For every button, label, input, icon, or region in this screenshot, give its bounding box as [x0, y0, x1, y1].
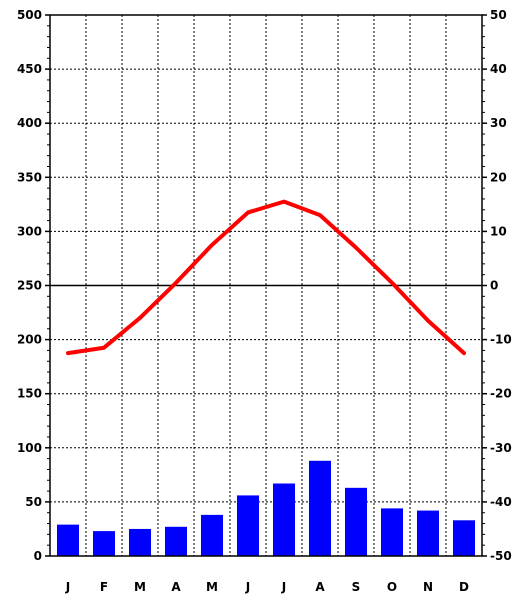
month-label: J [245, 580, 250, 594]
right-tick-label: -10 [490, 333, 512, 347]
month-label: A [315, 580, 325, 594]
left-tick-label: 350 [17, 170, 42, 184]
left-tick-label: 250 [17, 279, 42, 293]
left-tick-label: 100 [17, 441, 42, 455]
precipitation-bar [417, 510, 439, 556]
precipitation-bar [201, 514, 223, 556]
right-tick-label: -50 [490, 549, 512, 563]
left-tick-label: 450 [17, 62, 42, 76]
right-tick-label: -20 [490, 387, 512, 401]
left-tick-label: 400 [17, 116, 42, 130]
left-tick-label: 150 [17, 387, 42, 401]
right-tick-label: 30 [490, 116, 507, 130]
right-tick-label: 10 [490, 224, 507, 238]
right-tick-label: 50 [490, 8, 507, 22]
precipitation-bar [453, 520, 475, 556]
month-label: S [352, 580, 361, 594]
precipitation-bar [237, 495, 259, 556]
month-label: M [134, 580, 146, 594]
month-label: F [100, 580, 108, 594]
month-label: D [459, 580, 469, 594]
precipitation-bar [165, 526, 187, 556]
precipitation-bar [273, 483, 295, 556]
precipitation-bar [381, 508, 403, 556]
right-tick-label: 0 [490, 279, 498, 293]
left-axis: 0 50 100 150 200 250 300 350 400 450 500 [17, 8, 50, 563]
left-tick-label: 200 [17, 333, 42, 347]
precipitation-bars [57, 460, 475, 556]
right-axis: -50 -40 -30 -20 -10 0 10 20 30 40 50 [482, 8, 512, 563]
right-tick-label: 40 [490, 62, 507, 76]
temperature-line [66, 199, 466, 356]
month-label: O [387, 580, 397, 594]
left-tick-label: 300 [17, 224, 42, 238]
left-tick-label: 50 [25, 495, 42, 509]
temperature-polyline [66, 199, 466, 356]
precipitation-bar [309, 460, 331, 556]
right-tick-label: -30 [490, 441, 512, 455]
month-label: N [423, 580, 433, 594]
left-tick-label: 0 [34, 549, 42, 563]
precipitation-bar [129, 528, 151, 556]
month-label: J [65, 580, 70, 594]
month-label: J [281, 580, 286, 594]
month-label: M [206, 580, 218, 594]
month-label: A [171, 580, 181, 594]
precipitation-bar [345, 487, 367, 556]
precipitation-bar [57, 524, 79, 556]
left-tick-label: 500 [17, 8, 42, 22]
right-tick-label: 20 [490, 170, 507, 184]
right-tick-label: -40 [490, 495, 512, 509]
precipitation-bar [93, 531, 115, 556]
